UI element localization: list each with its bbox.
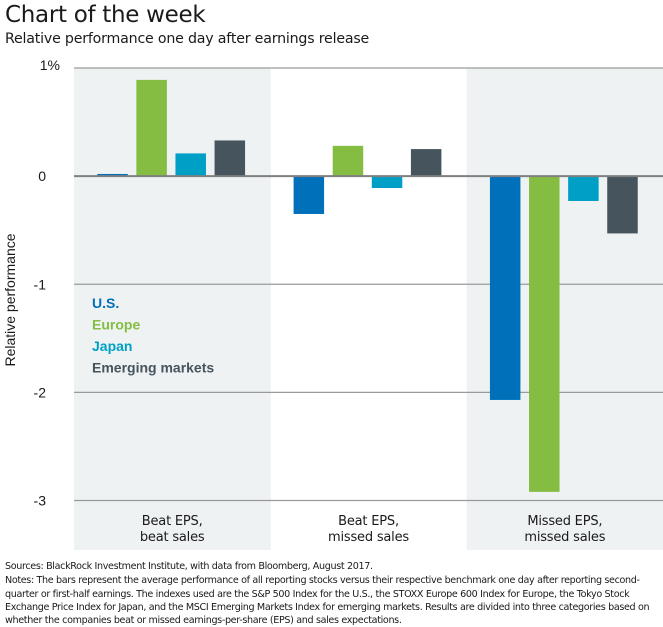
y-tick-label: -3 — [34, 493, 47, 509]
category-labels: Beat EPS, beat sales Beat EPS, missed sales… — [140, 514, 606, 545]
category-label: Beat EPS, missed sales — [328, 514, 409, 545]
bar-u-s-1 — [293, 176, 325, 214]
category-label: Beat EPS, beat sales — [140, 514, 205, 545]
bar-emerging-markets-2 — [607, 176, 638, 234]
notes-text: Notes: The bars represent the average pe… — [5, 575, 650, 627]
y-tick-label: -1 — [34, 276, 47, 292]
bars — [97, 79, 638, 492]
bar-europe-0 — [136, 79, 167, 177]
gridlines — [74, 67, 663, 502]
bar-europe-1 — [332, 145, 364, 177]
bar-emerging-markets-1 — [410, 149, 442, 177]
y-tick-label: 0 — [38, 168, 46, 184]
sources-note: Sources: BlackRock Investment Institute,… — [5, 561, 373, 572]
y-tick-label: 1% — [40, 57, 60, 73]
bar-europe-2 — [529, 176, 560, 492]
y-tick-label: -2 — [34, 384, 47, 400]
y-axis-ticks: 1% 0 -1 -2 -3 — [34, 57, 60, 509]
legend: U.S. Europe Japan Emerging markets — [92, 295, 214, 376]
bar-japan-2 — [568, 176, 599, 201]
bar-u-s-2 — [489, 176, 521, 400]
legend-item-u-s: U.S. — [92, 295, 119, 311]
legend-item-japan: Japan — [92, 338, 132, 354]
category-panels — [74, 68, 663, 550]
bar-japan-0 — [175, 153, 206, 177]
category-label: Missed EPS, missed sales — [524, 514, 605, 545]
footnotes: Sources: BlackRock Investment Institute,… — [5, 560, 663, 627]
bar-u-s-0 — [97, 173, 128, 177]
chart-subtitle: Relative performance one day after earni… — [5, 31, 370, 47]
y-axis-label: Relative performance — [2, 233, 18, 366]
bar-chart: 1% 0 -1 -2 -3 Relative performance Beat EPS,… — [2, 57, 663, 550]
bar-emerging-markets-0 — [214, 140, 246, 177]
chart-title: Chart of the week — [5, 2, 206, 28]
bar-japan-1 — [371, 176, 403, 189]
legend-item-emerging-markets: Emerging markets — [92, 360, 214, 376]
legend-item-europe: Europe — [92, 317, 140, 333]
